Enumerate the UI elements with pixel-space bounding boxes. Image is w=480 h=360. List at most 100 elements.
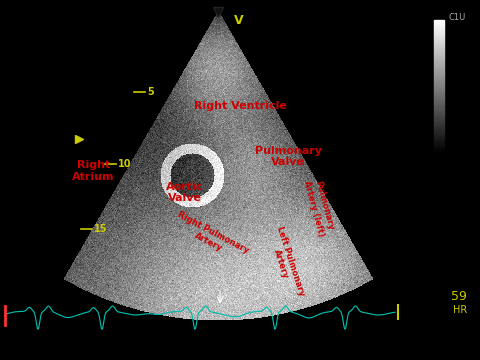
- Bar: [434, 134, 444, 136]
- Polygon shape: [69, 10, 367, 309]
- Polygon shape: [199, 10, 238, 49]
- Bar: [434, 147, 444, 149]
- Polygon shape: [113, 10, 323, 219]
- Polygon shape: [195, 10, 241, 57]
- Polygon shape: [63, 10, 373, 320]
- Polygon shape: [193, 10, 243, 60]
- Bar: [434, 90, 444, 92]
- Polygon shape: [104, 10, 332, 239]
- Bar: [434, 77, 444, 79]
- Polygon shape: [102, 10, 334, 243]
- Bar: [434, 26, 444, 28]
- Polygon shape: [125, 10, 311, 196]
- Bar: [434, 149, 444, 151]
- Bar: [434, 68, 444, 70]
- Polygon shape: [189, 10, 247, 68]
- Polygon shape: [158, 10, 278, 130]
- Bar: [434, 75, 444, 77]
- Polygon shape: [164, 10, 272, 118]
- Text: 5: 5: [147, 87, 154, 97]
- Bar: [434, 116, 444, 118]
- Bar: [434, 99, 444, 101]
- Polygon shape: [133, 10, 303, 180]
- Text: Right Pulmonary
Artery: Right Pulmonary Artery: [172, 210, 251, 265]
- Bar: [434, 57, 444, 59]
- Bar: [434, 131, 444, 134]
- Bar: [434, 105, 444, 107]
- Text: Aortic
Valve: Aortic Valve: [166, 182, 204, 203]
- Polygon shape: [88, 10, 348, 270]
- Bar: [434, 101, 444, 103]
- Text: V: V: [234, 14, 244, 27]
- Bar: [434, 48, 444, 50]
- Bar: [434, 145, 444, 147]
- Polygon shape: [71, 10, 365, 305]
- Bar: [434, 129, 444, 131]
- Polygon shape: [117, 10, 319, 211]
- Polygon shape: [79, 10, 358, 289]
- Bar: [434, 138, 444, 140]
- Bar: [434, 55, 444, 57]
- Text: HR: HR: [453, 305, 467, 315]
- Polygon shape: [72, 10, 363, 301]
- Bar: [434, 31, 444, 33]
- Text: 59: 59: [451, 291, 467, 303]
- Bar: [434, 37, 444, 40]
- Polygon shape: [67, 10, 369, 312]
- Polygon shape: [204, 10, 231, 37]
- Polygon shape: [119, 10, 317, 208]
- Polygon shape: [94, 10, 342, 258]
- Bar: [434, 112, 444, 114]
- Polygon shape: [109, 10, 326, 227]
- Bar: [434, 66, 444, 68]
- Polygon shape: [160, 10, 276, 126]
- Polygon shape: [212, 10, 224, 22]
- Text: 10: 10: [118, 159, 132, 169]
- Polygon shape: [148, 10, 288, 149]
- Bar: [434, 64, 444, 66]
- Bar: [434, 92, 444, 94]
- Bar: [434, 143, 444, 145]
- Polygon shape: [154, 10, 282, 138]
- Bar: [434, 136, 444, 138]
- Polygon shape: [141, 10, 296, 165]
- Polygon shape: [185, 10, 251, 76]
- Polygon shape: [121, 10, 315, 204]
- Polygon shape: [206, 10, 229, 33]
- Bar: [434, 107, 444, 109]
- Polygon shape: [150, 10, 286, 146]
- Polygon shape: [179, 10, 257, 87]
- Polygon shape: [201, 10, 235, 45]
- Bar: [434, 28, 444, 31]
- Bar: [434, 62, 444, 64]
- Polygon shape: [146, 10, 290, 153]
- Bar: [434, 70, 444, 72]
- Polygon shape: [127, 10, 309, 192]
- Bar: [434, 79, 444, 81]
- Polygon shape: [181, 10, 255, 84]
- Bar: [434, 114, 444, 116]
- Polygon shape: [187, 10, 249, 72]
- Polygon shape: [210, 10, 226, 26]
- Polygon shape: [74, 10, 361, 297]
- Bar: [434, 20, 444, 22]
- Polygon shape: [171, 10, 264, 103]
- Polygon shape: [173, 10, 263, 99]
- Polygon shape: [191, 10, 245, 64]
- Polygon shape: [84, 10, 352, 277]
- Polygon shape: [175, 10, 261, 95]
- Polygon shape: [90, 10, 346, 266]
- Text: Left Pulmonary
Artery: Left Pulmonary Artery: [265, 225, 306, 300]
- Polygon shape: [197, 10, 240, 53]
- Polygon shape: [216, 10, 220, 14]
- Bar: [434, 125, 444, 127]
- Bar: [434, 123, 444, 125]
- Bar: [434, 22, 444, 24]
- Bar: [434, 59, 444, 62]
- Polygon shape: [166, 10, 270, 114]
- Polygon shape: [123, 10, 313, 200]
- Polygon shape: [83, 10, 354, 281]
- Polygon shape: [106, 10, 330, 235]
- Bar: [434, 46, 444, 48]
- Text: Right Ventricle: Right Ventricle: [193, 101, 287, 111]
